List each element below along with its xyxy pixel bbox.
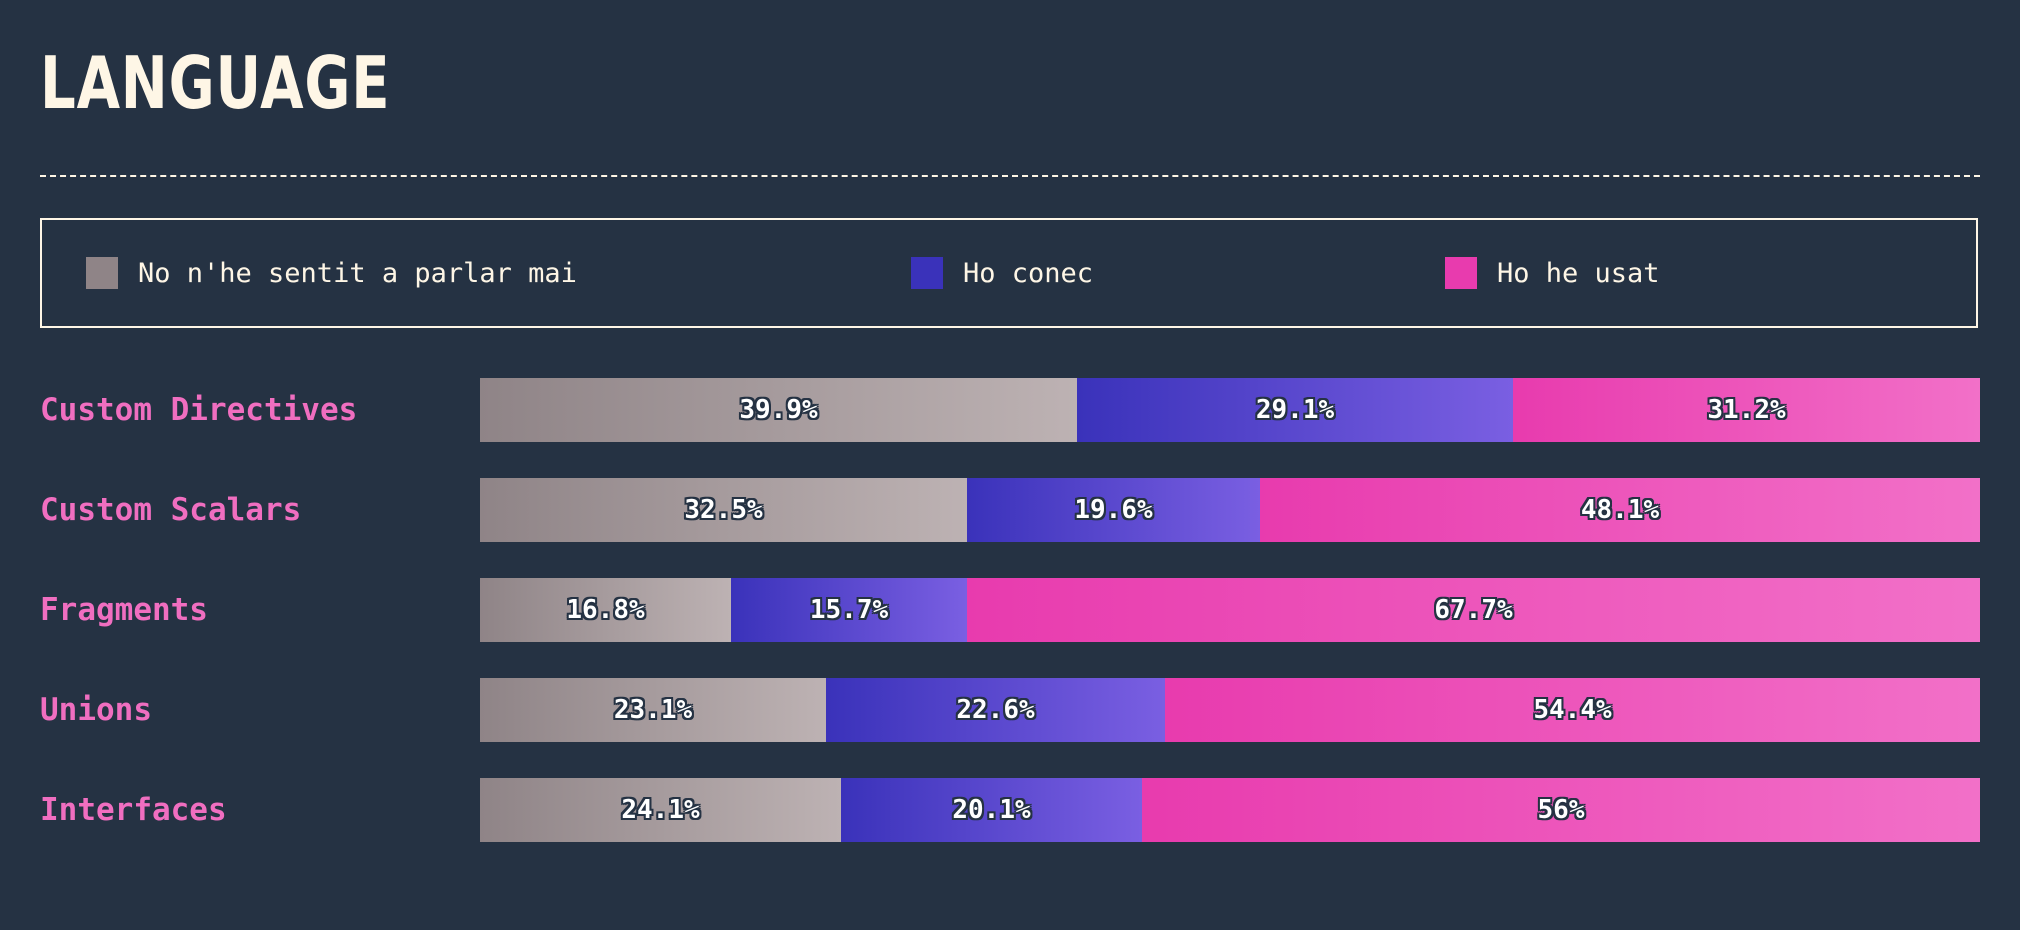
legend-label-never-heard: No n'he sentit a parlar mai: [138, 257, 577, 289]
title-divider: [40, 175, 1980, 177]
bar-segment-custom-scalars-0[interactable]: [480, 478, 967, 542]
bar-value-label: 16.8%: [566, 595, 645, 625]
bar-segment-interfaces-0[interactable]: [480, 778, 841, 842]
legend-item-never-heard[interactable]: No n'he sentit a parlar mai: [86, 257, 577, 289]
bar-segment-interfaces-1[interactable]: [841, 778, 1142, 842]
bar-value-label: 32.5%: [684, 495, 763, 525]
bar-value-label: 23.1%: [613, 695, 693, 725]
bar-segment-unions-2[interactable]: [1165, 678, 1980, 742]
legend-swatch-know-it: [911, 257, 943, 289]
bar-segment-custom-scalars-1[interactable]: [967, 478, 1260, 542]
row-label-fragments: Fragments: [40, 592, 208, 628]
row-label-custom-scalars: Custom Scalars: [40, 492, 302, 528]
bar-segment-custom-scalars-2[interactable]: [1260, 478, 1980, 542]
bar-value-label: 19.6%: [1074, 495, 1153, 525]
bar-value-label: 54.4%: [1533, 695, 1612, 725]
legend-swatch-used-it: [1445, 257, 1477, 289]
bar-value-label: 39.9%: [739, 395, 818, 425]
bar-value-label: 24.1%: [621, 795, 700, 825]
bar-segment-custom-directives-0[interactable]: [480, 378, 1077, 442]
bar-segment-custom-directives-2[interactable]: [1513, 378, 1980, 442]
legend: No n'he sentit a parlar mai Ho conec Ho …: [40, 218, 1978, 328]
bar-segment-unions-1[interactable]: [826, 678, 1165, 742]
row-label-interfaces: Interfaces: [40, 792, 227, 828]
legend-label-know-it: Ho conec: [963, 257, 1094, 289]
legend-item-know-it[interactable]: Ho conec: [911, 257, 1093, 289]
bar-fragments: 16.8% 15.7% 67.7%: [480, 578, 1980, 642]
bar-unions: 23.1% 22.6% 54.4%: [480, 678, 1980, 742]
bar-value-label: 31.2%: [1707, 395, 1786, 425]
legend-item-used-it[interactable]: Ho he usat: [1445, 257, 1660, 289]
bar-interfaces: 24.1% 20.1% 56%: [480, 778, 1980, 842]
chart-title: LANGUAGE: [40, 41, 391, 125]
bar-custom-directives: 39.9% 29.1% 31.2%: [480, 378, 1980, 442]
bar-custom-scalars: 32.5% 19.6% 48.1%: [480, 478, 1980, 542]
bar-segment-unions-0[interactable]: [480, 678, 826, 742]
bar-value-label: 22.6%: [956, 695, 1035, 725]
bar-segment-fragments-1[interactable]: [731, 578, 967, 642]
row-label-custom-directives: Custom Directives: [40, 392, 358, 428]
bar-value-label: 20.1%: [952, 795, 1031, 825]
legend-label-used-it: Ho he usat: [1497, 257, 1660, 289]
legend-swatch-never-heard: [86, 257, 118, 289]
bar-segment-fragments-2[interactable]: [967, 578, 1980, 642]
bar-segment-interfaces-2[interactable]: [1142, 778, 1980, 842]
row-label-unions: Unions: [40, 692, 152, 728]
bar-value-label: 15.7%: [809, 595, 889, 625]
bar-segment-custom-directives-1[interactable]: [1077, 378, 1513, 442]
bar-value-label: 67.7%: [1434, 595, 1513, 625]
bar-value-label: 29.1%: [1255, 395, 1335, 425]
bar-value-label: 48.1%: [1580, 495, 1660, 525]
bar-segment-fragments-0[interactable]: [480, 578, 731, 642]
bar-value-label: 56%: [1537, 795, 1585, 825]
